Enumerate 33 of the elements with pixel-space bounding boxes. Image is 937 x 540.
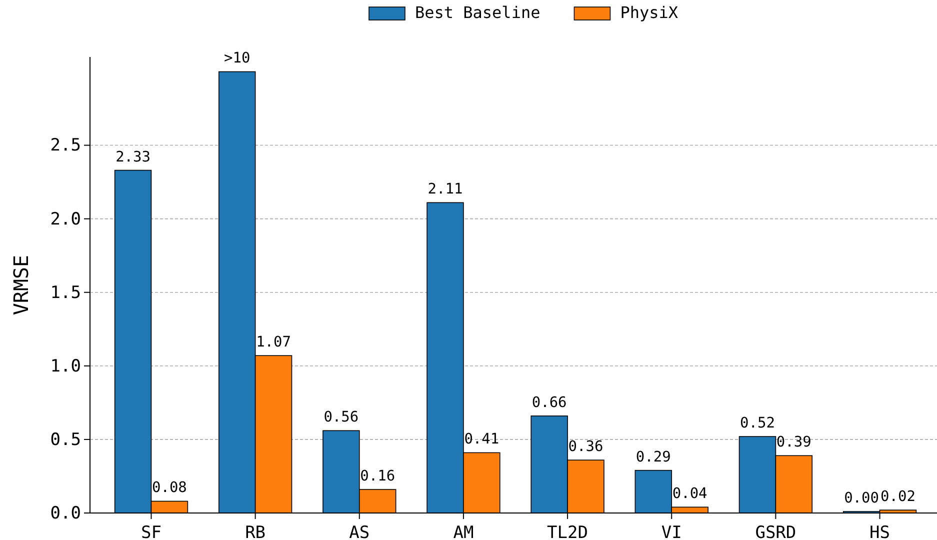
data-label: >10: [224, 50, 250, 67]
y-tick-label: 1.0: [50, 356, 81, 376]
x-tick-label: AS: [349, 523, 370, 540]
x-tick-label: HS: [870, 523, 890, 540]
y-tick-label: 0.5: [50, 430, 81, 450]
data-label: 0.04: [672, 486, 708, 502]
data-label: 0.00: [844, 490, 880, 506]
legend-label: PhysiX: [620, 3, 678, 22]
data-label: 2.33: [116, 149, 150, 166]
data-label: 0.56: [324, 410, 359, 426]
data-label: 0.52: [740, 416, 775, 432]
data-label: 0.16: [360, 468, 396, 484]
x-tick-label: GSRD: [755, 523, 796, 540]
data-label: 0.66: [532, 394, 567, 411]
data-label: 0.39: [776, 434, 812, 451]
data-label: 1.07: [256, 334, 291, 351]
data-label: 0.02: [880, 489, 916, 506]
y-tick-label: 0.0: [50, 503, 81, 524]
data-label: 0.41: [464, 432, 500, 448]
y-tick-label: 2.5: [50, 136, 81, 156]
x-tick-label: AM: [453, 523, 474, 540]
data-label: 0.08: [152, 480, 187, 496]
x-tick-label: RB: [245, 523, 266, 540]
y-axis-title: VRMSE: [9, 254, 33, 316]
x-tick-label: SF: [141, 523, 162, 540]
legend-label: Best Baseline: [414, 3, 540, 22]
x-tick-label: TL2D: [547, 523, 588, 540]
data-label: 0.29: [636, 449, 671, 466]
x-tick-label: VI: [661, 523, 682, 540]
y-tick-label: 1.5: [50, 282, 81, 303]
data-label: 0.36: [568, 439, 604, 456]
y-tick-label: 2.0: [50, 209, 81, 230]
data-label: 2.11: [428, 182, 463, 198]
